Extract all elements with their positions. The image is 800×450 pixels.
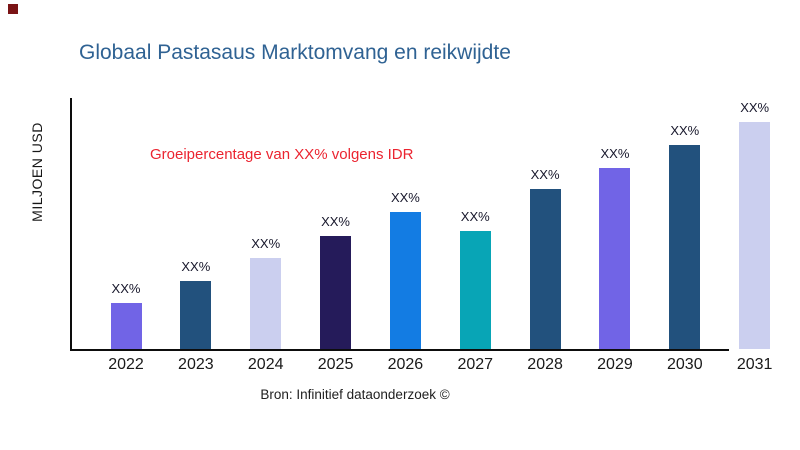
y-axis-label: MILJOEN USD [29, 122, 45, 222]
x-tick-label-2023: 2023 [178, 356, 214, 373]
x-tick-label-2031: 2031 [736, 356, 773, 373]
chart-title: Globaal Pastasaus Marktomvang en reikwij… [79, 41, 511, 64]
bar-2030 [669, 145, 701, 349]
brand-mark [8, 4, 18, 14]
x-tick-label-2026: 2026 [387, 356, 424, 373]
x-tick-label-2028: 2028 [527, 356, 563, 373]
bar-2028 [529, 189, 561, 349]
bar-value-label-2030: XX% [670, 123, 700, 138]
bar-2023 [180, 281, 212, 349]
x-tick-label-2029: 2029 [597, 356, 633, 373]
bar-2029 [599, 168, 631, 349]
bar-2031 [739, 122, 771, 349]
bar-value-label-2028: XX% [530, 167, 560, 182]
bar-value-label-2025: XX% [321, 214, 350, 229]
x-tick-label-2025: 2025 [317, 356, 354, 373]
x-tick-label-2024: 2024 [247, 356, 284, 373]
x-axis-line [70, 349, 729, 351]
bar-value-label-2026: XX% [390, 190, 420, 205]
bar-value-label-2022: XX% [111, 281, 141, 296]
x-tick-label-2027: 2027 [457, 356, 494, 373]
y-axis-line [70, 98, 72, 351]
growth-annotation: Groeipercentage van XX% volgens IDR [150, 146, 414, 163]
bar-value-label-2023: XX% [181, 259, 211, 274]
bar-2027 [459, 231, 491, 349]
bar-value-label-2024: XX% [251, 236, 281, 251]
x-tick-label-2030: 2030 [667, 356, 703, 373]
x-tick-label-2022: 2022 [108, 356, 144, 373]
bar-value-label-2031: XX% [740, 100, 770, 115]
bar-2026 [389, 212, 421, 349]
bar-value-label-2027: XX% [460, 209, 490, 224]
bar-2024 [250, 258, 282, 349]
bar-2025 [320, 236, 352, 349]
bar-value-label-2029: XX% [600, 146, 630, 161]
bar-2022 [110, 303, 142, 349]
source-note: Bron: Infinitief dataonderzoek © [260, 387, 450, 402]
